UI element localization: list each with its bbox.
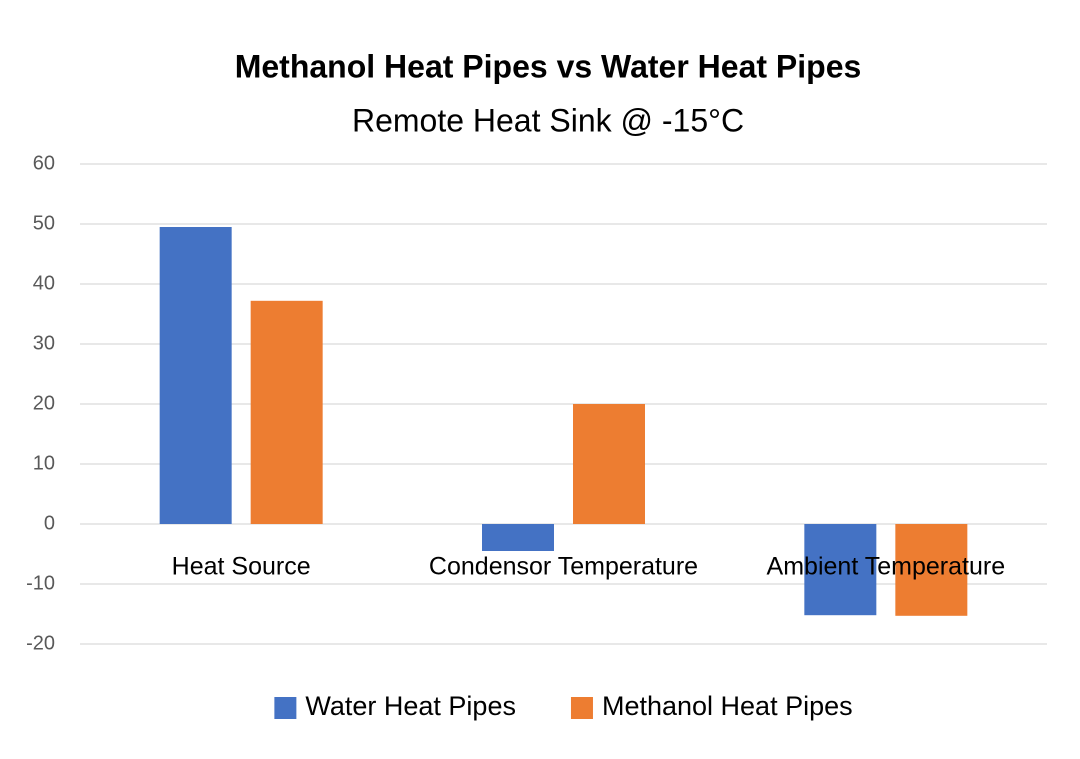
legend-item: Methanol Heat Pipes [570, 691, 853, 721]
bar [804, 524, 877, 616]
chart-title: Methanol Heat Pipes vs Water Heat Pipes [235, 48, 862, 84]
legend-item: Water Heat Pipes [274, 691, 516, 721]
y-tick-label: 60 [33, 152, 55, 174]
bar [482, 524, 554, 551]
legend-swatch [570, 697, 593, 719]
legend-label: Water Heat Pipes [305, 691, 516, 721]
y-tick-label: 20 [33, 392, 55, 414]
bar [159, 227, 232, 524]
bar [895, 524, 968, 616]
legend-swatch [274, 697, 297, 719]
bar [250, 300, 323, 524]
x-tick-label: Heat Source [172, 553, 311, 581]
x-tick-label: Condensor Temperature [429, 553, 698, 581]
bar [573, 404, 645, 524]
chart-subtitle: Remote Heat Sink @ -15°C [352, 102, 744, 138]
y-tick-label: 40 [33, 272, 55, 294]
y-tick-label: -20 [26, 632, 55, 654]
y-tick-label: 0 [44, 512, 55, 534]
y-tick-label: -10 [26, 572, 55, 594]
y-tick-label: 50 [33, 212, 55, 234]
y-tick-label: 30 [33, 332, 55, 354]
legend-label: Methanol Heat Pipes [602, 691, 853, 721]
y-tick-label: 10 [33, 452, 55, 474]
x-tick-label: Ambient Temperature [767, 553, 1006, 581]
